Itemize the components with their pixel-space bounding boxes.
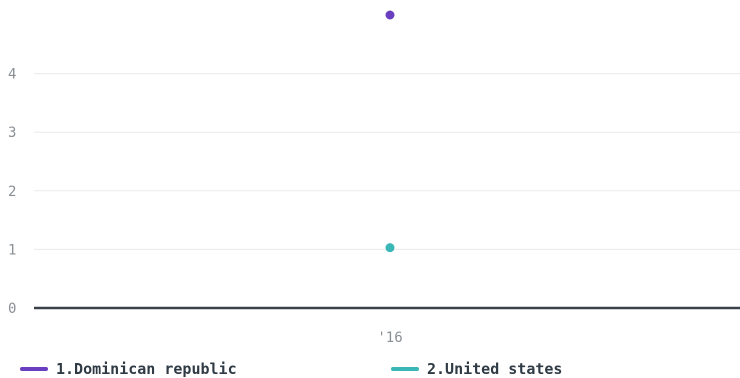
y-tick-label-2: 2 <box>8 184 16 200</box>
y-tick-label-0: 0 <box>8 301 16 317</box>
y-tick-label-4: 4 <box>8 67 16 83</box>
legend-swatch-1 <box>20 367 48 371</box>
legend-item-2[interactable]: 2.United states <box>391 360 562 378</box>
legend: 1.Dominican republic 2.United states <box>0 358 740 378</box>
data-point-series2-0 <box>385 243 395 253</box>
y-tick-label-1: 1 <box>8 242 16 258</box>
legend-item-1[interactable]: 1.Dominican republic <box>20 360 237 378</box>
legend-label-2: 2.United states <box>427 360 563 378</box>
legend-swatch-2 <box>391 367 419 371</box>
data-point-series1-0 <box>385 10 395 20</box>
legend-label-1: 1.Dominican republic <box>56 360 237 378</box>
x-tick-label-0: '16 <box>377 330 402 346</box>
y-tick-label-3: 3 <box>8 125 16 141</box>
